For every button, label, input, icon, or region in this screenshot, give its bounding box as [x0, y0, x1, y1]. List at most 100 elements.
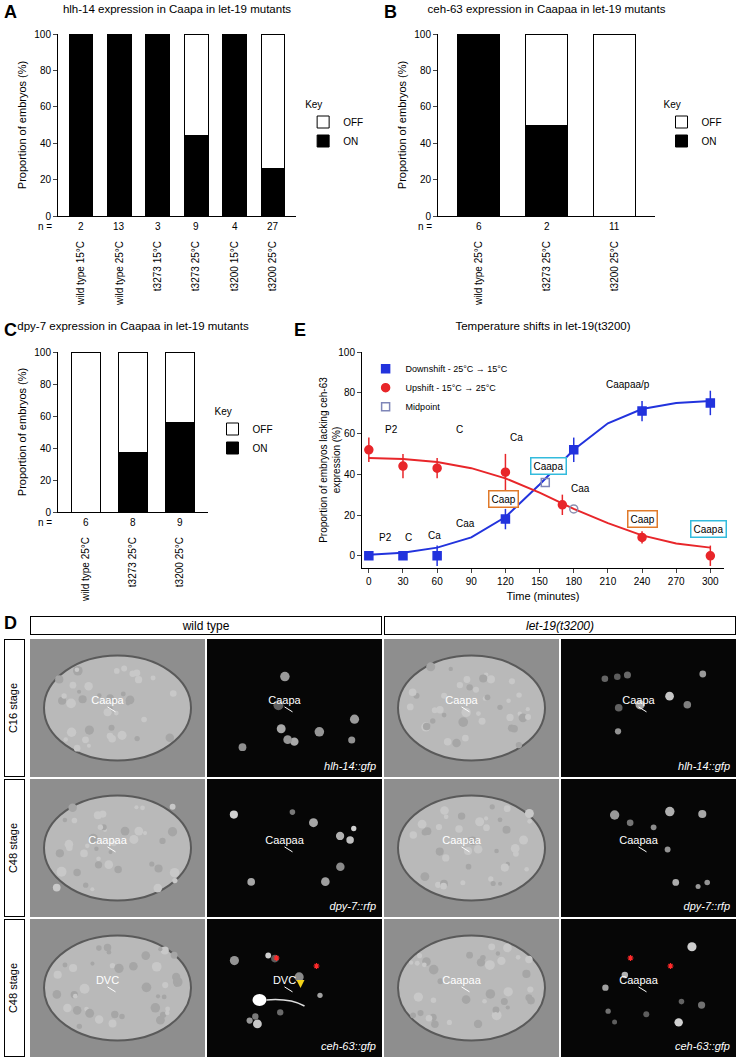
svg-text:2: 2 — [544, 221, 550, 232]
svg-text:30: 30 — [397, 576, 409, 587]
svg-text:0: 0 — [366, 576, 372, 587]
svg-text:9: 9 — [193, 221, 199, 232]
svg-text:ON: ON — [702, 136, 717, 147]
svg-text:9: 9 — [177, 517, 183, 528]
svg-text:Midpoint: Midpoint — [406, 402, 441, 412]
svg-text:Key: Key — [215, 406, 232, 417]
svg-text:Ca: Ca — [510, 432, 523, 443]
svg-text:OFF: OFF — [343, 117, 363, 128]
svg-text:ON: ON — [343, 136, 358, 147]
svg-text:Caapa: Caapa — [534, 461, 564, 472]
svg-text:80: 80 — [420, 65, 432, 76]
svg-text:t3273 25°C: t3273 25°C — [541, 241, 552, 291]
svg-text:C48 stage: C48 stage — [7, 963, 19, 1013]
svg-text:20: 20 — [420, 174, 432, 185]
svg-text:6: 6 — [83, 517, 89, 528]
svg-text:Proportion of embryos (%): Proportion of embryos (%) — [16, 368, 28, 496]
svg-text:Caa: Caa — [456, 518, 475, 529]
svg-text:4: 4 — [232, 221, 238, 232]
svg-text:wild type 25°C: wild type 25°C — [114, 241, 125, 306]
svg-text:Proportion of embryos (%): Proportion of embryos (%) — [396, 61, 408, 189]
svg-text:20: 20 — [40, 475, 52, 486]
svg-text:Proportion of embryos lacking: Proportion of embryos lacking ceh-63expr… — [318, 377, 342, 543]
svg-text:0: 0 — [425, 211, 431, 222]
svg-text:11: 11 — [609, 221, 620, 232]
svg-text:ceh-63::gfp: ceh-63::gfp — [321, 1040, 376, 1052]
svg-text:60: 60 — [344, 428, 356, 439]
svg-text:Upshift - 15°C → 25°C: Upshift - 15°C → 25°C — [406, 383, 497, 393]
svg-text:wild type 25°C: wild type 25°C — [473, 241, 484, 306]
svg-text:Ca: Ca — [428, 530, 441, 541]
svg-text:C: C — [456, 424, 463, 435]
svg-text:0: 0 — [349, 550, 355, 561]
svg-text:dpy-7 expression in Caapaa in: dpy-7 expression in Caapaa in let-19 mut… — [17, 320, 249, 332]
svg-text:20: 20 — [40, 174, 52, 185]
svg-text:Caapaa/p: Caapaa/p — [606, 379, 650, 390]
svg-text:wild type: wild type — [182, 619, 230, 633]
svg-text:40: 40 — [40, 443, 52, 454]
svg-text:t3273 25°C: t3273 25°C — [190, 241, 201, 291]
svg-text:13: 13 — [113, 221, 125, 232]
svg-text:C: C — [405, 532, 412, 543]
svg-text:27: 27 — [267, 221, 279, 232]
svg-text:100: 100 — [34, 29, 51, 40]
svg-text:dpy-7::rfp: dpy-7::rfp — [330, 900, 376, 912]
svg-text:40: 40 — [344, 469, 356, 480]
svg-text:Key: Key — [305, 99, 322, 110]
svg-text:n =: n = — [418, 221, 432, 232]
svg-text:60: 60 — [40, 411, 52, 422]
svg-text:Caa: Caa — [571, 483, 590, 494]
svg-text:Caapaa: Caapaa — [619, 834, 658, 846]
svg-text:Caapaa: Caapaa — [442, 834, 481, 846]
svg-text:20: 20 — [344, 510, 356, 521]
svg-text:2: 2 — [78, 221, 84, 232]
svg-text:Time (minutes): Time (minutes) — [507, 590, 580, 602]
svg-text:6: 6 — [476, 221, 482, 232]
svg-text:270: 270 — [668, 576, 685, 587]
svg-text:120: 120 — [497, 576, 514, 587]
svg-text:t3200 15°C: t3200 15°C — [229, 241, 240, 291]
svg-text:Key: Key — [664, 99, 681, 110]
svg-text:dpy-7::rfp: dpy-7::rfp — [684, 900, 730, 912]
svg-text:Caapa: Caapa — [622, 694, 655, 706]
svg-text:hlh-14::gfp: hlh-14::gfp — [324, 760, 376, 772]
svg-text:Downshift - 25°C → 15°C: Downshift - 25°C → 15°C — [406, 364, 508, 374]
svg-text:300: 300 — [702, 576, 719, 587]
svg-text:t3200 25°C: t3200 25°C — [609, 241, 620, 291]
svg-text:Caapaa: Caapaa — [442, 974, 481, 986]
svg-text:OFF: OFF — [702, 117, 722, 128]
svg-text:hlh-14 expression in Caapa in: hlh-14 expression in Caapa in let-19 mut… — [63, 3, 291, 15]
svg-text:DVC: DVC — [273, 974, 296, 986]
svg-text:40: 40 — [420, 138, 432, 149]
svg-text:80: 80 — [344, 387, 356, 398]
svg-text:90: 90 — [466, 576, 478, 587]
svg-text:Caapa: Caapa — [91, 694, 124, 706]
svg-text:Temperature shifts in let-19(t: Temperature shifts in let-19(t3200) — [455, 320, 630, 332]
svg-text:60: 60 — [432, 576, 444, 587]
svg-text:wild type 15°C: wild type 15°C — [75, 241, 86, 306]
svg-text:t3273 15°C: t3273 15°C — [152, 241, 163, 291]
svg-text:Caapa: Caapa — [694, 524, 724, 535]
svg-text:n =: n = — [38, 221, 52, 232]
svg-text:80: 80 — [40, 379, 52, 390]
svg-text:100: 100 — [34, 347, 51, 358]
svg-text:wild type 25°C: wild type 25°C — [80, 537, 91, 602]
svg-text:0: 0 — [45, 211, 51, 222]
svg-text:150: 150 — [531, 576, 548, 587]
svg-text:P2: P2 — [379, 532, 392, 543]
svg-text:ON: ON — [253, 443, 268, 454]
svg-text:Caapa: Caapa — [268, 694, 301, 706]
svg-text:0: 0 — [45, 507, 51, 518]
svg-text:Caap: Caap — [492, 494, 516, 505]
svg-text:Caapaa: Caapaa — [265, 834, 304, 846]
svg-text:DVC: DVC — [96, 974, 119, 986]
svg-text:60: 60 — [40, 101, 52, 112]
svg-text:Caapa: Caapa — [445, 694, 478, 706]
svg-text:n =: n = — [38, 517, 52, 528]
svg-text:t3200 25°C: t3200 25°C — [267, 241, 278, 291]
svg-text:3: 3 — [155, 221, 161, 232]
svg-text:8: 8 — [130, 517, 136, 528]
svg-text:60: 60 — [420, 101, 432, 112]
svg-text:t3273 25°C: t3273 25°C — [127, 537, 138, 587]
svg-text:Caap: Caap — [631, 514, 655, 525]
